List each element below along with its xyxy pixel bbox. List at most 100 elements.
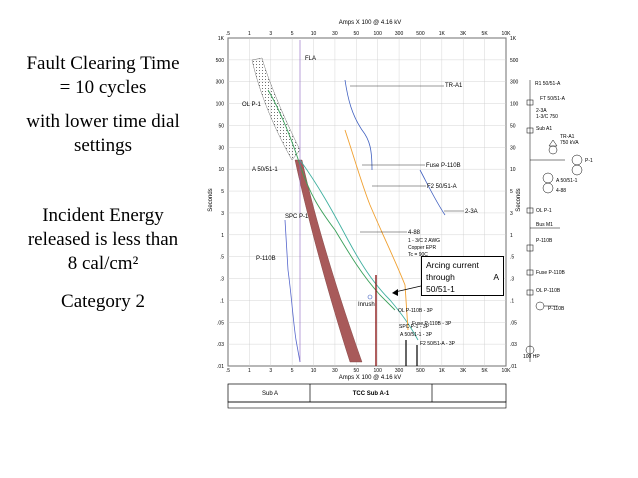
y-tick-label: 100 — [510, 102, 519, 108]
grid-lines — [227, 37, 507, 367]
one-line-label: A 50/51-1 — [556, 178, 578, 184]
label-4-88-sub2: Copper EPR — [408, 245, 436, 251]
label-bottom-2: Fuse P-110B - 3P — [412, 321, 452, 327]
ol-p1-hatched-band — [251, 57, 301, 161]
label-bottom-4: A 50/51-1 - 3P — [400, 332, 433, 338]
one-line-label: 100 HP — [523, 354, 540, 360]
incident-energy-line1: Incident Energy — [42, 205, 164, 226]
one-line-label: TR-A1 — [560, 134, 575, 140]
x-tick-label: 100 — [374, 368, 383, 374]
y-tick-label: .1 — [510, 298, 514, 304]
x-tick-label: 30 — [332, 31, 338, 37]
one-line-label: P-110B — [548, 306, 565, 312]
label-bottom-3: SPC P-1 - 3P — [399, 324, 430, 330]
x-tick-label: 3 — [269, 31, 272, 37]
x-tick-label: 5K — [482, 368, 489, 374]
red-damage-band — [294, 159, 363, 363]
y-tick-label: 30 — [218, 145, 224, 151]
one-line-label: Bus M1 — [536, 222, 553, 228]
y-tick-label: 5 — [510, 189, 513, 195]
x-tick-label: 500 — [416, 368, 425, 374]
y-tick-label: 300 — [510, 80, 519, 86]
y-tick-label: 5 — [221, 189, 224, 195]
inrush-marker — [367, 294, 373, 300]
y-tick-label: .5 — [220, 255, 224, 261]
y-tick-label: 1K — [218, 36, 225, 42]
label-4-88: 4-88 — [408, 230, 421, 236]
label-fla: FLA — [305, 56, 316, 62]
x-tick-label: 500 — [416, 31, 425, 37]
x-tick-label: 10 — [311, 31, 317, 37]
x-tick-labels: .5 .5 1 1 3 3 5 5 10 10 30 30 50 50 100 100 300 300 500 500… — [226, 31, 511, 374]
y-tick-label: 50 — [218, 123, 224, 129]
x-tick-label: 300 — [395, 368, 404, 374]
one-line-label: Fuse P-110B — [536, 270, 565, 276]
cable-2-3a-curve — [419, 169, 446, 216]
left-text-panel: Fault Clearing Time = 10 cycles with low… — [8, 52, 198, 314]
y-axis-title-right: Seconds — [516, 188, 522, 211]
one-line-label: Sub A1 — [536, 126, 552, 132]
x-axis-title-bottom: Amps X 100 @ 4.16 kV — [339, 375, 401, 381]
x-tick-label: .5 — [226, 31, 230, 37]
y-tick-label: 1 — [221, 233, 224, 239]
y-tick-label: .03 — [510, 342, 517, 348]
y-tick-label: 10 — [510, 167, 516, 173]
one-line-label: 750 kVA — [560, 140, 579, 146]
one-line-label: P-110B — [536, 238, 553, 244]
label-f2: F2 50/51-A — [427, 184, 457, 190]
y-tick-label: 30 — [510, 145, 516, 151]
label-spc-p1: SPC P-1 — [285, 214, 309, 220]
label-p110b: P-110B — [256, 256, 276, 262]
x-tick-label: 1 — [248, 31, 251, 37]
title-block-left: Sub A — [262, 391, 278, 397]
label-fuse-p110b: Fuse P-110B — [426, 163, 461, 169]
x-tick-label: 10 — [311, 368, 317, 374]
fuse-curve — [344, 129, 409, 331]
fault-clearing-line2: = 10 cycles — [59, 77, 147, 98]
x-tick-label: 1K — [439, 368, 446, 374]
callout-line2b: A — [493, 272, 499, 282]
x-tick-label: 10K — [502, 368, 512, 374]
one-line-diagram — [525, 80, 583, 362]
y-tick-label: 10 — [218, 167, 224, 173]
category-line: Category 2 — [61, 291, 145, 312]
y-axis-title-left: Seconds — [208, 188, 214, 211]
one-line-label: OL P-1 — [536, 208, 552, 214]
y-tick-label: .01 — [510, 364, 517, 370]
one-line-label: FT 50/51-A — [540, 96, 566, 102]
y-tick-label: 100 — [216, 102, 225, 108]
x-tick-label: 3K — [460, 368, 467, 374]
label-a5051-1: A 50/51-1 — [252, 167, 278, 173]
time-dial-line2: settings — [73, 135, 133, 156]
label-ol-p1: OL P-1 — [242, 102, 261, 108]
one-line-label: 2-3A — [536, 108, 547, 114]
label-tr-a1: TR-A1 — [445, 83, 463, 89]
x-tick-label: 300 — [395, 31, 404, 37]
label-4-88-sub3: Tc = 90C — [408, 252, 428, 258]
y-tick-label: .5 — [510, 255, 514, 261]
label-2-3a: 2-3A — [465, 209, 478, 215]
y-tick-label: .05 — [510, 320, 517, 326]
x-tick-label: 1 — [248, 368, 251, 374]
x-tick-label: 5 — [291, 368, 294, 374]
label-bottom-1: OL P-110B - 3P — [398, 308, 433, 314]
title-block-center: TCC Sub A-1 — [353, 391, 390, 397]
incident-energy-line2: released is less than — [27, 229, 179, 250]
y-tick-label: .01 — [217, 364, 224, 370]
y-tick-label: .05 — [217, 320, 224, 326]
one-line-labels: R1 50/51-A FT 50/51-A 2-3A1-3/C 750 Sub A1 T… — [523, 81, 593, 360]
x-tick-label: 100 — [374, 31, 383, 37]
callout-line2a: through — [426, 272, 455, 282]
y-tick-label: .03 — [217, 342, 224, 348]
f2-curve — [299, 159, 419, 341]
p110b-curve — [284, 219, 301, 363]
y-tick-label: 3 — [510, 211, 513, 217]
one-line-label: 1-3/C 750 — [536, 114, 558, 120]
callout-line2: through A — [426, 271, 499, 283]
x-axis-title-top: Amps X 100 @ 4.16 kV — [339, 20, 401, 26]
x-tick-label: 3 — [269, 368, 272, 374]
y-tick-label: 50 — [510, 123, 516, 129]
x-tick-label: 3K — [460, 31, 467, 37]
x-tick-label: 5K — [482, 31, 489, 37]
y-tick-label: .3 — [510, 277, 514, 283]
